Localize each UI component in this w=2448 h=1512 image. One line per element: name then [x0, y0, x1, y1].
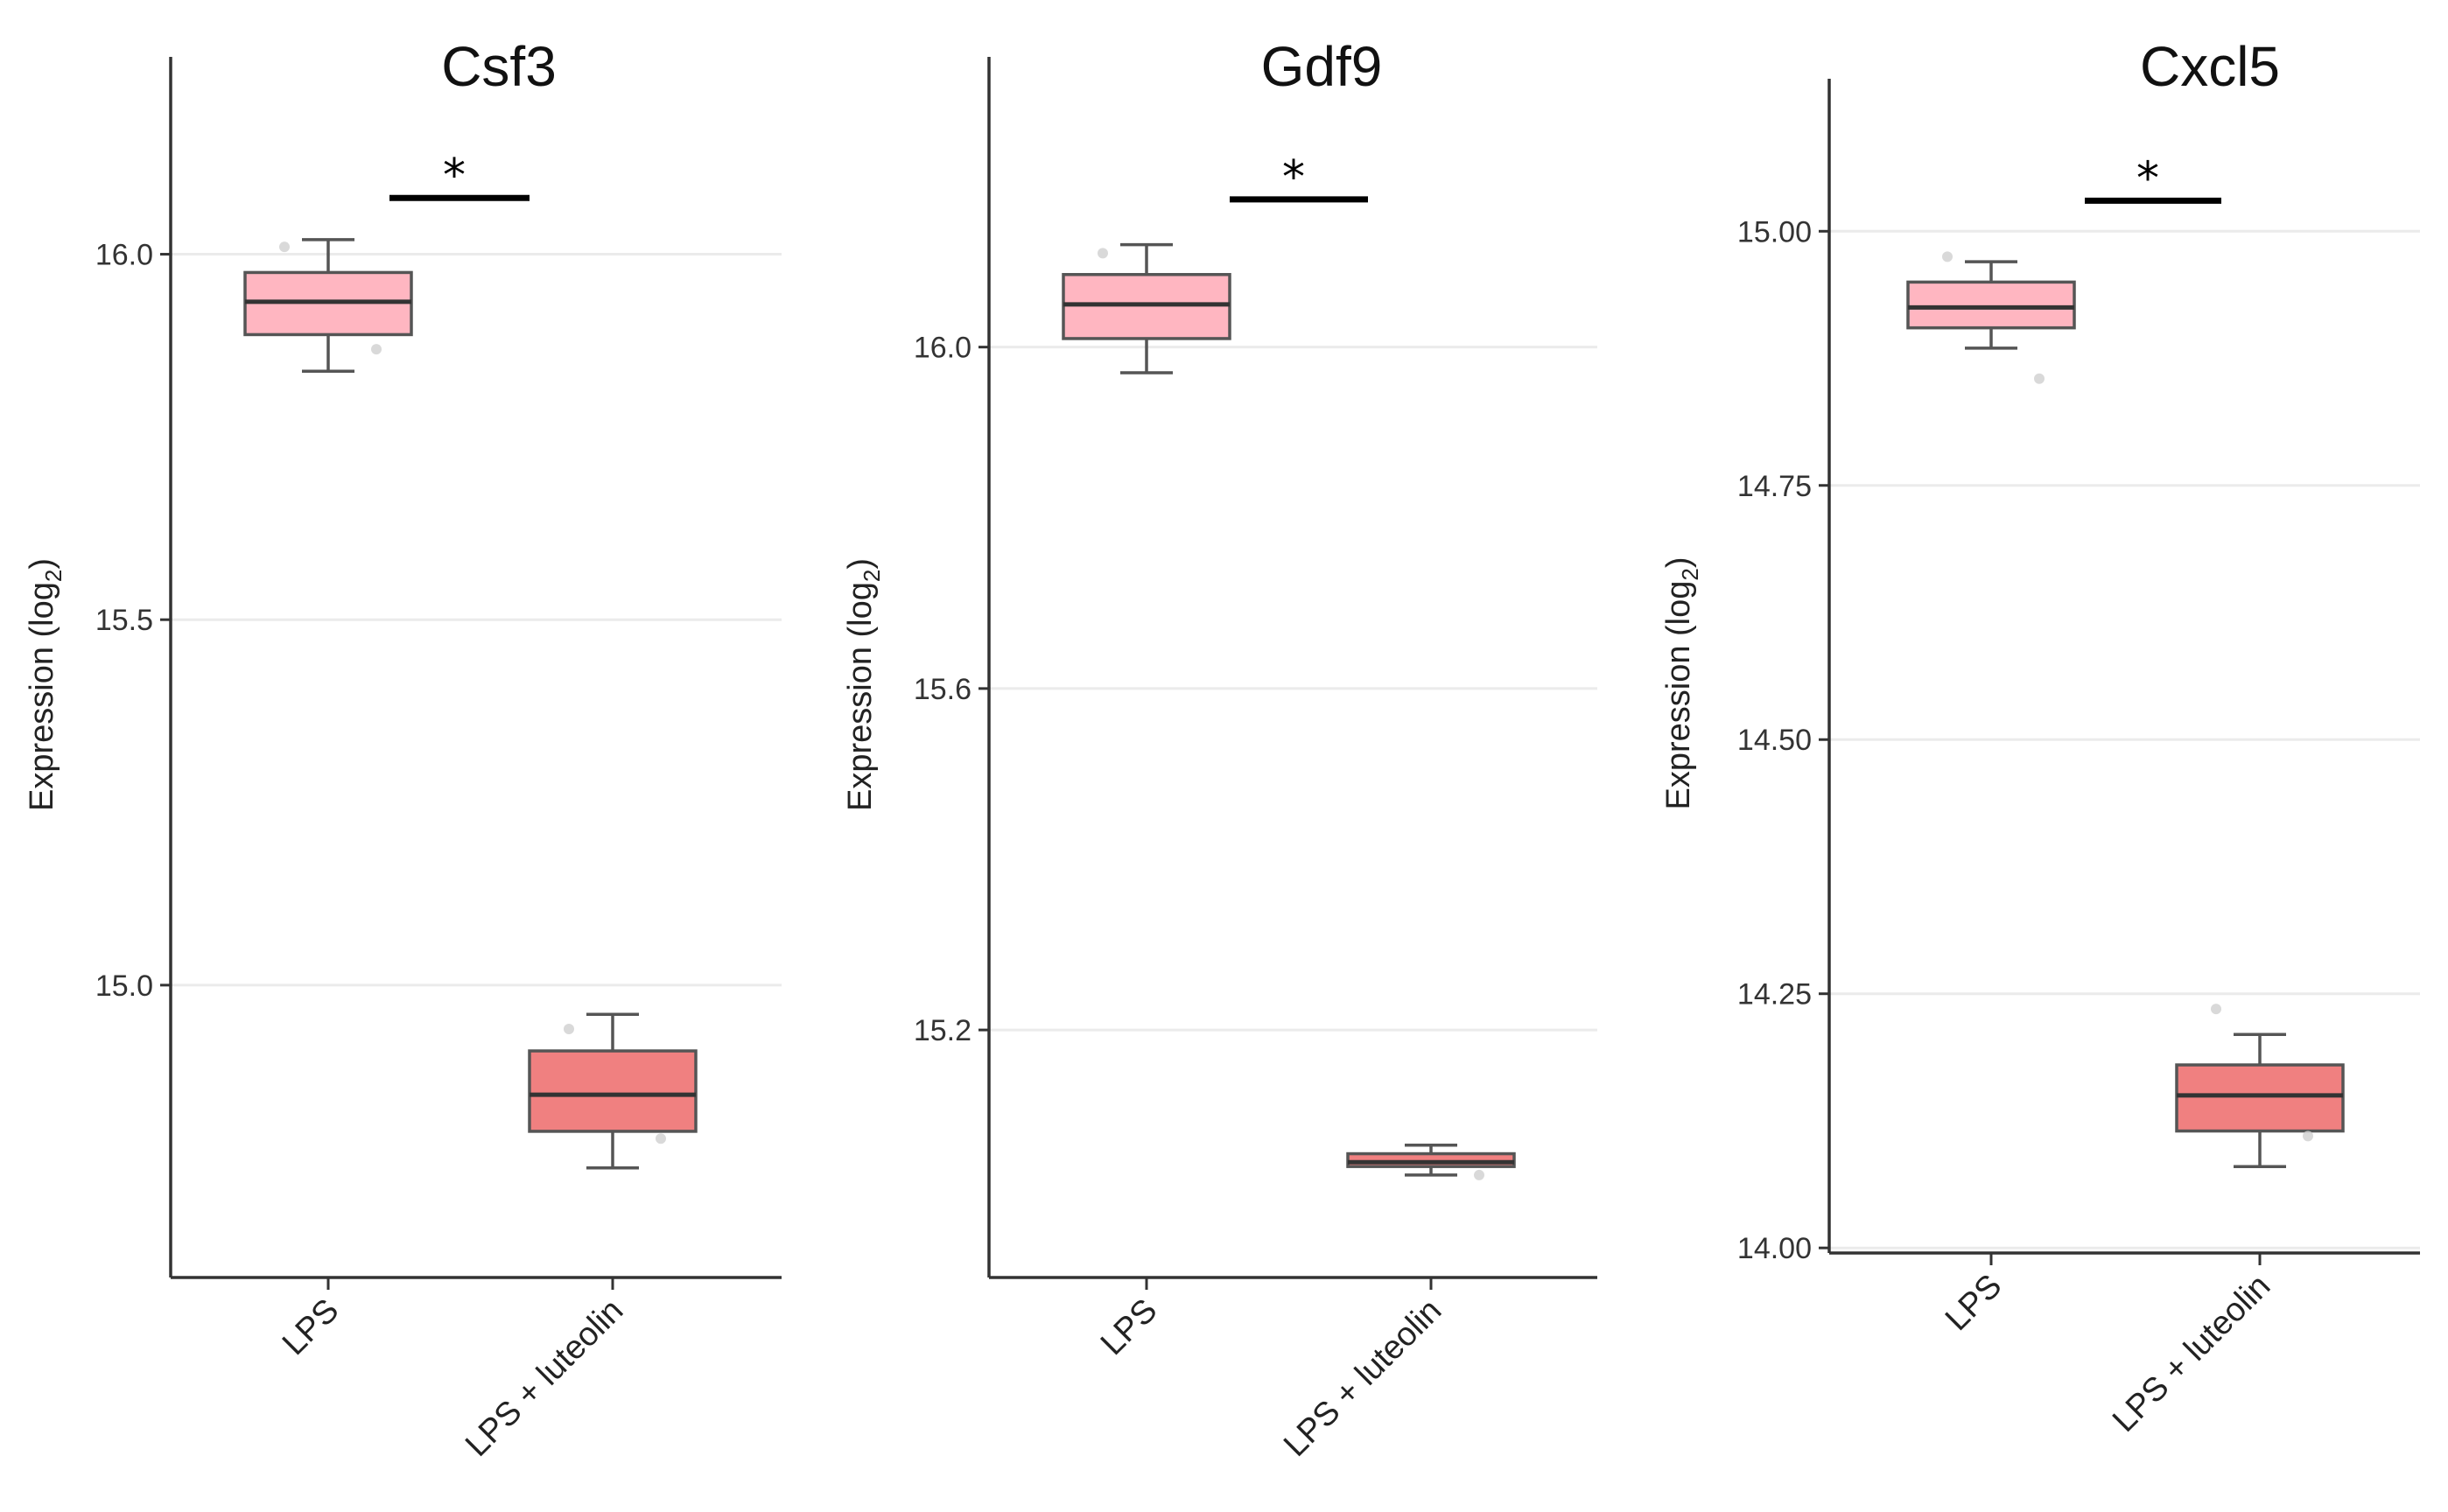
y-axis-label: Expression (log2) [24, 558, 67, 811]
y-axis-label-subscript: 2 [40, 570, 67, 582]
y-axis-label-close: ) [24, 558, 60, 570]
data-point [1098, 248, 1108, 259]
chart-title: Csf3 [441, 35, 557, 98]
chart-title: Cxcl5 [2140, 35, 2280, 98]
significance-star: * [2136, 152, 2159, 205]
box-lps-luteolin [1346, 1144, 1516, 1177]
y-tick-label: 15.00 [1737, 215, 1812, 248]
y-tick-label: 14.00 [1737, 1232, 1812, 1265]
data-point [656, 1133, 666, 1144]
y-axis-label: Expression (log2) [1660, 556, 1703, 809]
x-tick-label: LPS + luteolin [459, 1292, 630, 1464]
y-tick-label: 14.25 [1737, 978, 1812, 1012]
y-tick-label: 15.5 [95, 604, 153, 637]
x-tick-label: LPS + luteolin [2106, 1268, 2277, 1439]
significance-star: * [1282, 151, 1305, 204]
significance-star: * [443, 150, 466, 202]
data-point [564, 1023, 574, 1034]
y-axis-label-subscript: 2 [859, 570, 885, 582]
chart-panel-csf3: Csf3 Expression (log2) 15.0 15.5 16.0 LPS LPS … [24, 35, 782, 1464]
box-lps [1906, 260, 2076, 350]
y-axis-label-close: ) [1660, 556, 1697, 568]
y-axis-label-text: Expression (log [1660, 581, 1697, 810]
data-point [2303, 1130, 2313, 1142]
x-tick-label: LPS [1939, 1268, 2009, 1338]
y-tick-label: 14.50 [1737, 724, 1812, 757]
y-tick-label: 16.0 [95, 239, 153, 272]
chart-panel-gdf9: Gdf9 Expression (log2) 15.2 15.6 16.0 LPS LPS … [842, 35, 1597, 1464]
chart-panel-cxcl5: Cxcl5 Expression (log2) 14.00 14.25 14.50 14.… [1660, 35, 2420, 1439]
data-point [2211, 1004, 2221, 1015]
data-point [279, 242, 290, 253]
data-point [1942, 251, 1953, 262]
y-axis-label-subscript: 2 [1677, 568, 1703, 580]
y-tick-label: 15.2 [914, 1014, 971, 1047]
y-tick-label: 14.75 [1737, 470, 1812, 503]
chart-title: Gdf9 [1261, 35, 1383, 98]
y-tick-label: 15.0 [95, 970, 153, 1003]
box-iqr [1906, 280, 2076, 330]
y-axis-label: Expression (log2) [842, 558, 885, 811]
box-lps-luteolin [2175, 1032, 2345, 1168]
data-point [2034, 373, 2045, 384]
x-tick-label: LPS + luteolin [1277, 1292, 1448, 1464]
box-lps-luteolin [528, 1012, 698, 1170]
box-lps [1062, 242, 1231, 374]
box-iqr [528, 1049, 698, 1133]
data-point [371, 344, 382, 355]
data-point [1474, 1169, 1484, 1180]
y-axis-label-close: ) [842, 558, 879, 570]
y-axis-label-text: Expression (log [24, 582, 60, 811]
box-iqr [2175, 1063, 2345, 1133]
x-tick-label: LPS [1094, 1292, 1164, 1362]
y-axis-label-text: Expression (log [842, 582, 879, 811]
box-lps [243, 238, 413, 373]
x-tick-label: LPS [276, 1292, 346, 1362]
y-tick-label: 16.0 [914, 332, 971, 365]
y-tick-label: 15.6 [914, 673, 971, 706]
